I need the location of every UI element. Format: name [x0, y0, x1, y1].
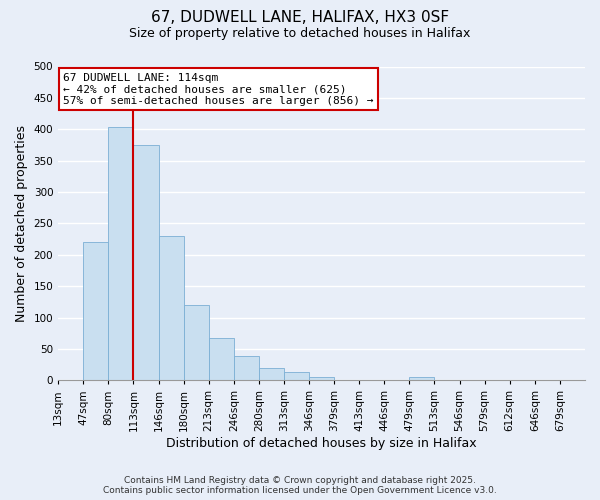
- Text: 67, DUDWELL LANE, HALIFAX, HX3 0SF: 67, DUDWELL LANE, HALIFAX, HX3 0SF: [151, 10, 449, 25]
- Bar: [409, 376, 434, 380]
- Text: 67 DUDWELL LANE: 114sqm
← 42% of detached houses are smaller (625)
57% of semi-d: 67 DUDWELL LANE: 114sqm ← 42% of detache…: [64, 73, 374, 106]
- Bar: [158, 236, 184, 380]
- Text: Contains HM Land Registry data © Crown copyright and database right 2025.
Contai: Contains HM Land Registry data © Crown c…: [103, 476, 497, 495]
- Bar: [109, 128, 133, 380]
- Y-axis label: Number of detached properties: Number of detached properties: [15, 125, 28, 322]
- Bar: [184, 305, 209, 380]
- Text: Size of property relative to detached houses in Halifax: Size of property relative to detached ho…: [130, 28, 470, 40]
- Bar: [309, 377, 334, 380]
- Bar: [259, 368, 284, 380]
- Bar: [234, 356, 259, 380]
- Bar: [133, 145, 158, 380]
- Bar: [209, 338, 234, 380]
- Bar: [284, 372, 309, 380]
- Bar: [83, 242, 109, 380]
- X-axis label: Distribution of detached houses by size in Halifax: Distribution of detached houses by size …: [166, 437, 477, 450]
